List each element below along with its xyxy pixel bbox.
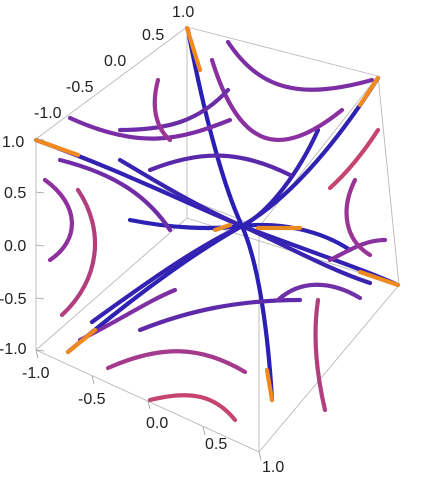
x-axis-labels: -1.0 -0.5 0.0 0.5 1.0 bbox=[22, 365, 284, 476]
trajectory-curve bbox=[117, 87, 231, 133]
z-tick-label: -0.5 bbox=[0, 291, 27, 308]
trajectory-curve bbox=[313, 297, 328, 413]
box-edge bbox=[35, 26, 188, 140]
tick-mark bbox=[258, 451, 262, 461]
y-tick-label: 1.0 bbox=[172, 4, 194, 21]
trajectory-curve bbox=[147, 393, 238, 423]
y-tick-label: -0.5 bbox=[66, 79, 94, 96]
trajectory-endpoints bbox=[33, 25, 401, 403]
trajectory-curve bbox=[33, 137, 81, 158]
box-edge bbox=[35, 217, 188, 351]
trajectory-curve bbox=[212, 222, 233, 233]
tick-mark bbox=[202, 426, 206, 436]
trajectory-curves bbox=[33, 27, 401, 423]
tick-mark bbox=[91, 375, 95, 385]
trajectory-curve bbox=[209, 57, 345, 143]
z-axis-labels: 1.0 0.5 0.0 -0.5 -1.0 bbox=[0, 134, 27, 358]
z-tick-label: 0.0 bbox=[4, 238, 26, 255]
trajectory-curve bbox=[42, 177, 74, 263]
x-tick-label: -0.5 bbox=[78, 391, 106, 408]
box-edge bbox=[258, 75, 379, 228]
z-tick-label: 1.0 bbox=[2, 134, 24, 151]
tick-mark bbox=[35, 138, 45, 141]
tick-mark bbox=[35, 349, 39, 359]
trajectory-curve bbox=[357, 75, 381, 108]
trajectory-curve bbox=[344, 177, 373, 258]
y-tick-label: -1.0 bbox=[34, 105, 62, 122]
box-edge bbox=[35, 349, 260, 453]
y-tick-label: 0.0 bbox=[104, 53, 126, 70]
trajectory-curve bbox=[105, 349, 248, 375]
trajectory-curve bbox=[357, 269, 401, 288]
trajectory-curve bbox=[225, 39, 375, 92]
tick-mark bbox=[35, 244, 45, 247]
trajectory-curve bbox=[147, 153, 293, 178]
tick-marks bbox=[35, 138, 262, 461]
box-edge bbox=[258, 284, 400, 453]
x-tick-label: 0.5 bbox=[205, 436, 227, 453]
trajectory-curve bbox=[275, 282, 363, 303]
x-tick-label: -1.0 bbox=[22, 365, 50, 382]
tick-mark bbox=[35, 349, 45, 352]
trajectory-curve bbox=[184, 25, 203, 73]
tick-mark bbox=[35, 191, 45, 194]
z-tick-label: -1.0 bbox=[0, 341, 27, 358]
trajectory-curve bbox=[327, 127, 381, 191]
x-tick-label: 1.0 bbox=[262, 459, 284, 476]
y-tick-label: 0.5 bbox=[142, 27, 164, 44]
x-tick-label: 0.0 bbox=[146, 415, 168, 432]
box-edge bbox=[186, 26, 379, 77]
tick-mark bbox=[147, 400, 151, 410]
z-tick-label: 0.5 bbox=[4, 185, 26, 202]
trajectory-curve bbox=[152, 77, 173, 143]
trajectory-curve bbox=[264, 367, 275, 403]
trajectory-curve bbox=[59, 187, 97, 318]
trajectory-curve bbox=[57, 157, 173, 233]
trajectory-curve bbox=[65, 327, 98, 355]
tick-mark bbox=[35, 297, 45, 300]
box-edge bbox=[377, 75, 400, 286]
trajectory-curve bbox=[67, 115, 233, 141]
trajectory-curve bbox=[137, 297, 303, 333]
y-axis-labels: 1.0 0.5 0.0 -0.5 -1.0 bbox=[34, 4, 194, 122]
